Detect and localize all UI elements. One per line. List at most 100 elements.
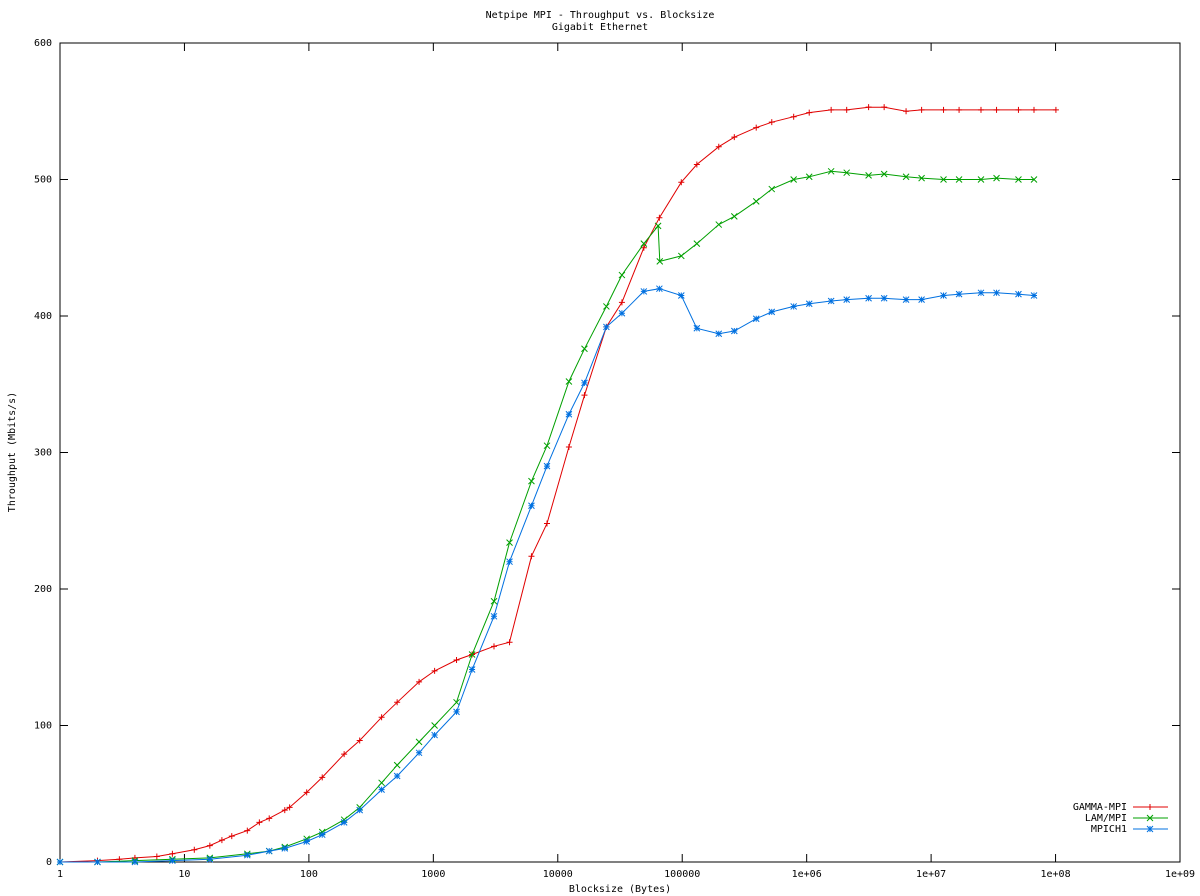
- data-point: [431, 731, 438, 739]
- data-point: [528, 477, 535, 485]
- data-point: [286, 804, 293, 811]
- data-point: [955, 290, 963, 298]
- data-point: [918, 106, 925, 113]
- data-point: [453, 708, 460, 716]
- y-tick-label: 0: [46, 857, 52, 868]
- data-point: [206, 855, 214, 863]
- data-point: [56, 858, 64, 866]
- data-point: [977, 106, 984, 113]
- data-point: [416, 678, 423, 685]
- data-point: [340, 819, 348, 826]
- data-point: [303, 789, 310, 796]
- data-point: [218, 837, 225, 844]
- data-point: [281, 807, 288, 814]
- data-point: [1030, 292, 1038, 299]
- data-point: [453, 698, 460, 706]
- data-point: [356, 737, 363, 744]
- data-point: [153, 853, 160, 860]
- data-point: [490, 643, 497, 650]
- y-tick-label: 100: [34, 721, 52, 732]
- x-tick-label: 1e+08: [1041, 869, 1071, 880]
- data-point: [843, 169, 851, 177]
- data-point: [256, 819, 263, 826]
- data-point: [865, 172, 872, 179]
- data-point: [768, 185, 776, 193]
- series-line: [59, 106, 1056, 863]
- data-point: [678, 179, 685, 186]
- data-point: [506, 558, 513, 566]
- data-point: [730, 213, 738, 220]
- data-point: [903, 108, 910, 115]
- data-point: [415, 749, 423, 757]
- data-point: [618, 309, 626, 317]
- data-point: [790, 113, 797, 120]
- data-point: [640, 244, 647, 251]
- data-point: [956, 106, 963, 113]
- data-point: [731, 134, 738, 141]
- x-tick-label: 10000: [543, 869, 573, 880]
- series-line: [60, 288, 1035, 863]
- x-tick-label: 1e+09: [1165, 869, 1195, 880]
- data-point: [1015, 176, 1022, 183]
- data-point: [993, 174, 1000, 182]
- data-point: [843, 106, 850, 113]
- data-point: [993, 289, 1000, 297]
- data-point: [468, 666, 476, 673]
- data-point: [191, 846, 198, 853]
- data-point: [581, 379, 588, 387]
- data-point: [618, 271, 626, 279]
- data-point: [581, 345, 588, 353]
- y-tick-label: 200: [34, 584, 52, 595]
- data-point: [506, 539, 513, 546]
- legend-marker: [1146, 825, 1154, 833]
- data-point: [656, 214, 663, 221]
- data-point: [693, 161, 700, 168]
- data-point: [715, 330, 723, 338]
- data-point: [490, 597, 498, 605]
- data-point: [378, 786, 385, 794]
- data-point: [1030, 176, 1038, 183]
- data-point: [603, 323, 610, 331]
- data-point: [565, 444, 572, 451]
- data-point: [544, 520, 550, 527]
- data-point: [431, 722, 438, 729]
- data-point: [656, 258, 664, 265]
- x-tick-label: 1e+07: [916, 869, 946, 880]
- data-point: [206, 842, 213, 849]
- data-point: [1015, 106, 1022, 113]
- data-point: [94, 858, 101, 866]
- data-point: [827, 297, 835, 305]
- data-point: [1031, 106, 1037, 113]
- data-point: [565, 378, 573, 385]
- data-point: [656, 285, 663, 293]
- data-point: [940, 292, 947, 299]
- legend-marker: [1147, 804, 1153, 810]
- y-tick-label: 500: [34, 175, 52, 186]
- data-point: [506, 639, 513, 646]
- data-point: [828, 106, 835, 113]
- data-point: [640, 240, 648, 248]
- data-point: [453, 656, 460, 663]
- series-line: [60, 170, 1034, 863]
- data-point: [393, 761, 401, 769]
- data-point: [131, 858, 139, 866]
- data-point: [603, 303, 610, 310]
- x-tick-label: 100: [300, 869, 318, 880]
- data-point: [265, 847, 273, 855]
- chart-subtitle: Gigabit Ethernet: [552, 22, 648, 33]
- x-tick-label: 1: [57, 869, 63, 880]
- data-point: [715, 143, 722, 150]
- data-point: [319, 774, 326, 781]
- data-point: [827, 167, 835, 175]
- data-point: [880, 294, 888, 302]
- data-point: [1052, 106, 1059, 113]
- data-point: [303, 838, 311, 845]
- data-point: [677, 252, 685, 260]
- x-tick-label: 1000: [421, 869, 445, 880]
- data-point: [266, 815, 273, 822]
- data-point: [356, 806, 364, 814]
- data-point: [244, 827, 251, 834]
- legend-marker: [1146, 814, 1154, 822]
- y-tick-label: 600: [34, 38, 52, 49]
- data-point: [281, 844, 289, 852]
